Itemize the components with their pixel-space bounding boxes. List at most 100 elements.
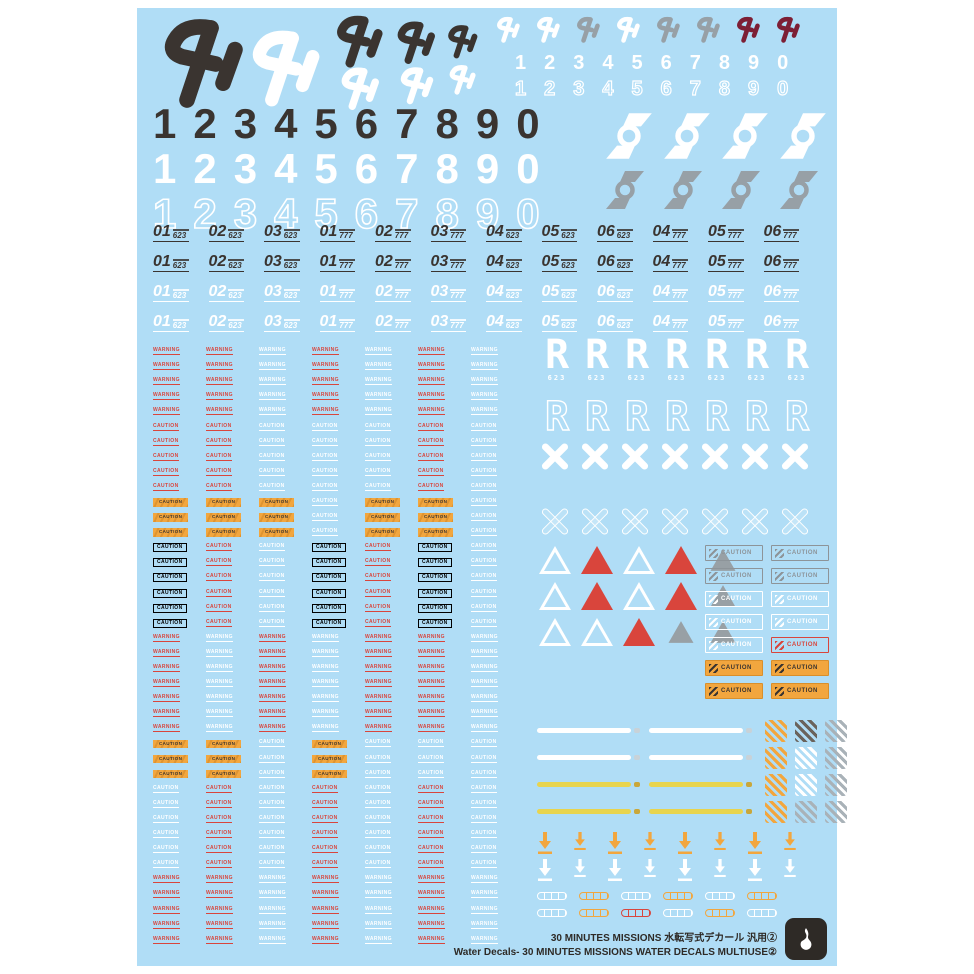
badge-side: 623: [505, 229, 522, 240]
stripe-block: [775, 571, 784, 581]
badge-subnumber: 777: [339, 321, 353, 330]
warning-text-decal: WARNING: [312, 875, 339, 884]
caution-text-decal: CAUTION: [153, 616, 206, 631]
badge-subnumber: 777: [339, 261, 353, 270]
caution-text-decal: CAUTION: [418, 437, 444, 446]
badge-caption-line: [727, 259, 744, 261]
caution-text-decal: CAUTION: [312, 799, 338, 808]
caution-text-decal: CAUTION: [365, 558, 391, 567]
caution-text-decal: CAUTION: [471, 860, 497, 869]
caution-text-decal: CAUTION: [259, 830, 285, 839]
caution-text-decal: CAUTION: [312, 767, 365, 782]
badge-caption-line: [672, 289, 689, 291]
brand-emblem-small: [693, 16, 721, 44]
footer-text: 30 MINUTES MISSIONS 水転写式デカール 汎用② Water D…: [437, 932, 777, 959]
badge-number: 03: [264, 223, 282, 240]
badge-caption-line: [228, 319, 245, 321]
sortie-number-decal: 04 623: [486, 222, 522, 242]
warning-text-decal: WARNING: [206, 694, 233, 703]
sortie-number-decal: 03 777: [430, 312, 467, 332]
letter-r-decal: R 623: [779, 335, 815, 382]
caution-text-decal: CAUTION: [365, 739, 391, 748]
badge-subnumber: 777: [339, 291, 353, 300]
warning-text-decal: WARNING: [418, 709, 445, 718]
caution-text-decal: CAUTION: [312, 437, 338, 446]
sortie-number-decal: 03 623: [264, 252, 300, 272]
digit-strip-large: 1234567890: [153, 100, 557, 147]
caution-text-decal: CAUTION: [153, 586, 206, 601]
badge-caption-line: [616, 229, 633, 231]
caution-text-decal: CAUTION: [471, 437, 497, 446]
warning-text-decal: WARNING: [418, 905, 445, 914]
badge-caption-line: [505, 289, 522, 291]
badge-side: 777: [672, 259, 689, 270]
badge-side: 623: [228, 289, 245, 300]
warning-text-decal: WARNING: [365, 633, 392, 642]
badge-caption-line: [172, 229, 189, 231]
badge-subnumber: 623: [228, 261, 242, 270]
badge-number: 05: [541, 313, 560, 330]
badge-subnumber: 777: [783, 261, 797, 270]
warning-text-decal: WARNING: [365, 875, 392, 884]
warning-triangle-decal: [581, 546, 613, 574]
hatch-square-decal: [765, 747, 787, 769]
caution-text-decal: CAUTION: [418, 467, 444, 476]
warning-text-decal: WARNING: [259, 648, 286, 657]
badge-subnumber: 777: [450, 261, 464, 270]
caution-text-decal: CAUTION: [312, 736, 365, 751]
stripe-block: [775, 617, 784, 627]
caution-text-decal: CAUTION: [206, 814, 232, 823]
stripe-bar-decal: [649, 782, 752, 787]
caution-text-decal: CAUTION: [471, 558, 497, 567]
badge-number: 06: [597, 283, 615, 300]
warning-text-decal: WARNING: [312, 377, 339, 386]
caution-text-decal: CAUTION: [418, 769, 444, 778]
caution-text-decal: CAUTION: [471, 528, 497, 537]
badge-subnumber: 623: [616, 231, 631, 240]
sortie-number-decal: 04 623: [486, 312, 522, 332]
sortie-number-decal: 02 623: [208, 312, 245, 332]
down-arrow-decal: [747, 859, 763, 881]
badge-subnumber: 623: [505, 231, 520, 240]
striped-capsule-decal: [747, 892, 777, 900]
down-arrow-decal: [607, 832, 623, 854]
warning-triangle-decal: [665, 546, 697, 574]
caution-text-decal: CAUTION: [312, 540, 365, 555]
x-mark-decal: [699, 505, 731, 537]
badge-side: 623: [228, 259, 245, 270]
badge-number: 01: [153, 223, 171, 240]
warning-text-decal: WARNING: [365, 679, 392, 688]
badge-side: 777: [727, 319, 744, 330]
caution-plate-decal: CAUTION: [705, 614, 763, 630]
caution-text-decal: CAUTION: [471, 543, 497, 552]
badge-number: 04: [486, 283, 504, 300]
caution-text-decal: CAUTION: [418, 525, 471, 540]
warning-text-decal: WARNING: [418, 407, 445, 416]
x-mark-decal: [619, 440, 651, 472]
badge-subnumber: 623: [561, 261, 575, 270]
warning-triangle-decal: [539, 582, 571, 610]
badge-side: 777: [727, 259, 744, 270]
caution-text-decal: CAUTION: [153, 452, 179, 461]
warning-text-decal: WARNING: [206, 679, 233, 688]
badge-number: 04: [486, 313, 504, 330]
warning-text-decal: WARNING: [153, 724, 180, 733]
badge-subnumber: 777: [672, 261, 686, 270]
badge-subnumber: 777: [727, 321, 742, 330]
badge-subnumber: 623: [283, 261, 298, 270]
caution-text-decal: CAUTION: [259, 739, 285, 748]
caution-text-decal: CAUTION: [365, 525, 418, 540]
r-subnumber: 623: [587, 374, 607, 382]
badge-number: 05: [708, 313, 726, 330]
caution-text-decal: CAUTION: [259, 588, 285, 597]
caution-text-decal: CAUTION: [206, 482, 232, 491]
badge-number: 06: [763, 313, 782, 330]
badge-side: 777: [783, 259, 800, 270]
warning-triangle-decal: [668, 621, 694, 643]
stripe-block: [709, 640, 718, 650]
warning-text-decal: WARNING: [153, 407, 180, 416]
badge-number: 03: [430, 253, 449, 270]
caution-text-decal: CAUTION: [153, 510, 206, 525]
hatch-square-decal: [795, 801, 817, 823]
caution-text-decal: CAUTION: [153, 467, 179, 476]
